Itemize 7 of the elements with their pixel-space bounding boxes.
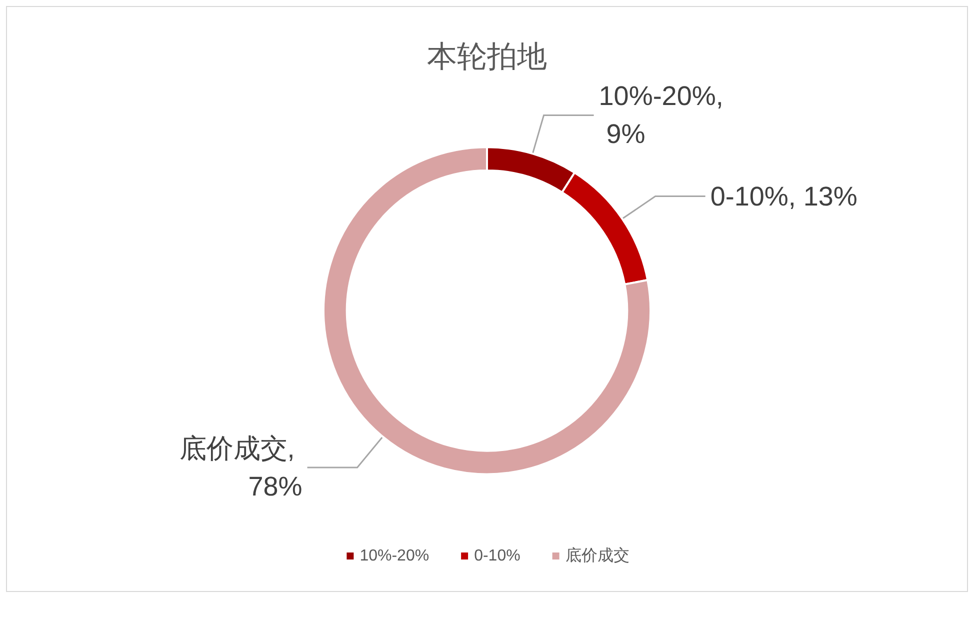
legend-label: 0-10% bbox=[474, 548, 520, 564]
chart-title: 本轮拍地 bbox=[427, 40, 547, 74]
data-label: 底价成交, 78% bbox=[179, 433, 302, 502]
data-label: 0-10%, 13% bbox=[710, 181, 858, 212]
legend-label: 底价成交 bbox=[565, 546, 630, 564]
legend-label: 10%-20% bbox=[360, 548, 430, 564]
data-label: 10%-20%, 9% bbox=[598, 81, 724, 150]
